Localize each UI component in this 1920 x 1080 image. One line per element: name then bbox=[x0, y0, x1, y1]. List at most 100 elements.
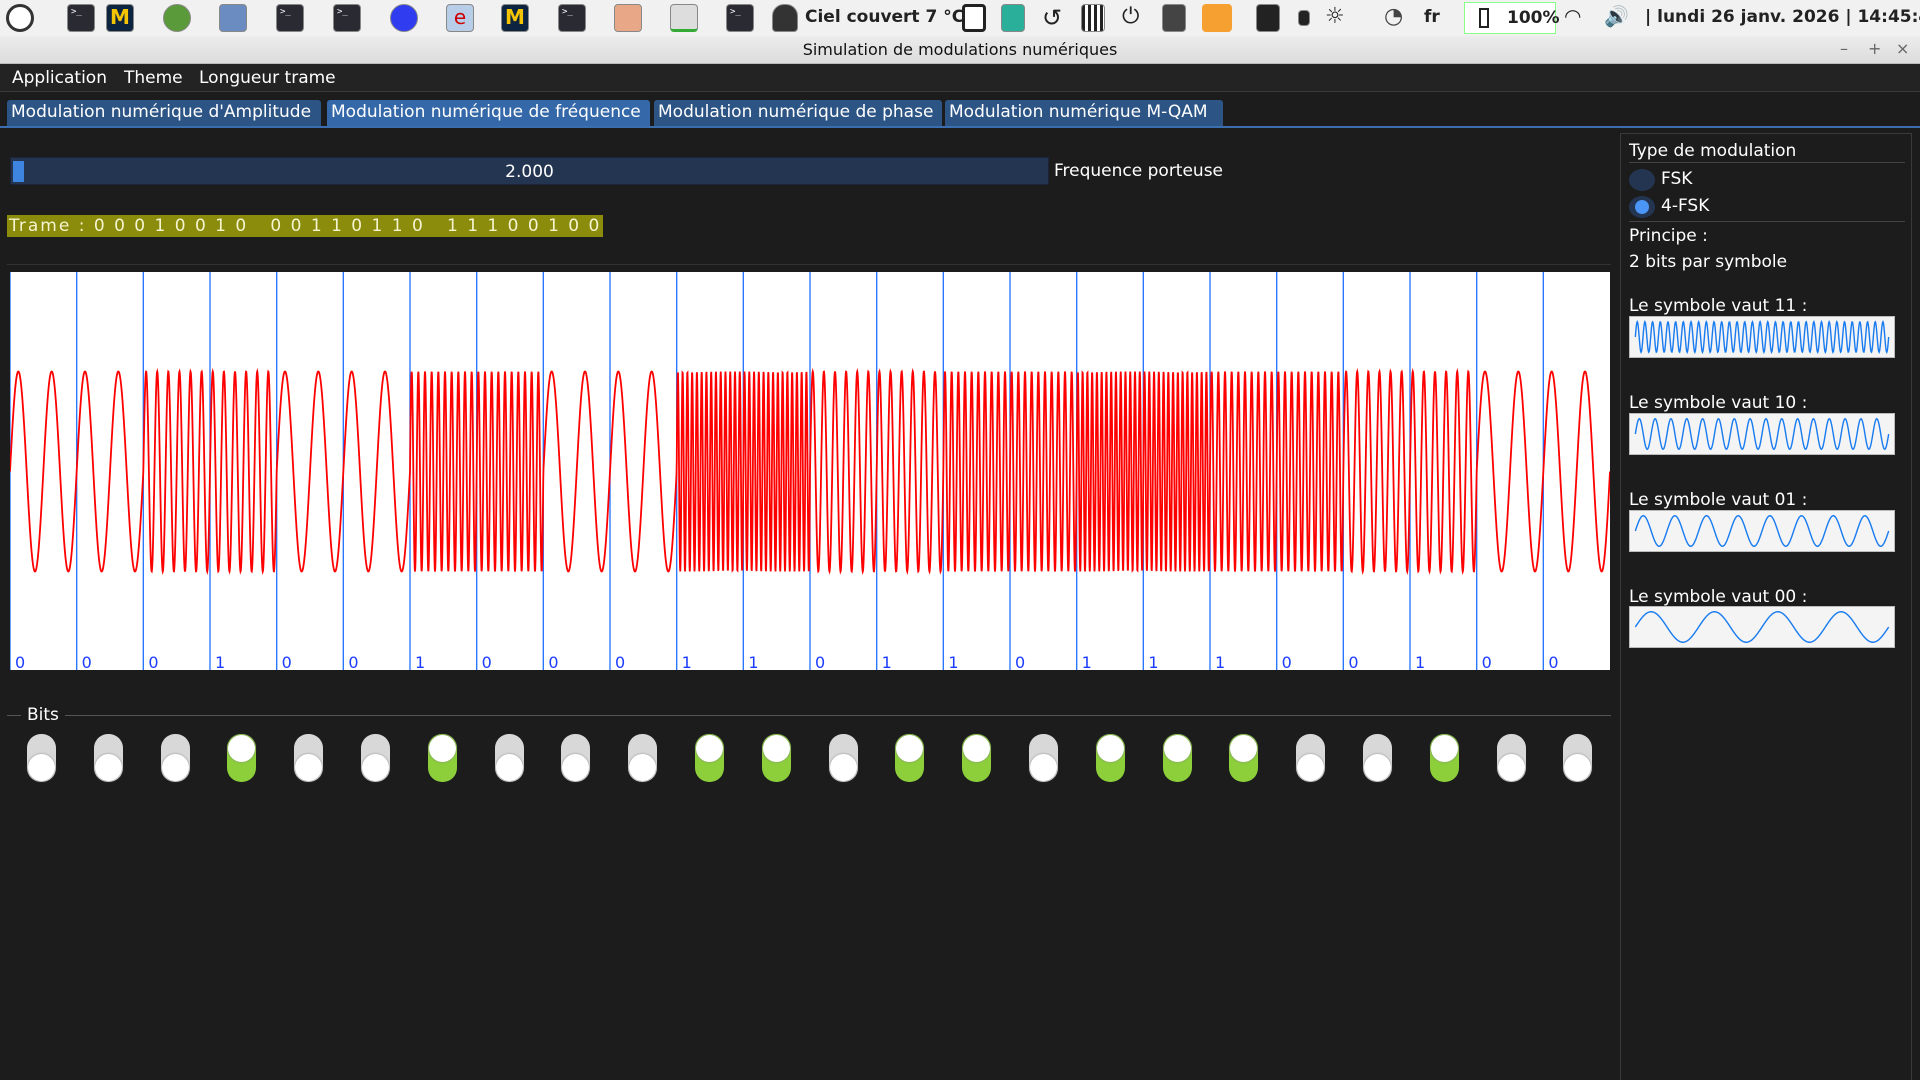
qr-code-icon[interactable] bbox=[1081, 4, 1105, 32]
toggle-knob bbox=[428, 735, 456, 762]
volume-icon[interactable]: 🔊 bbox=[1604, 4, 1629, 28]
eye-icon[interactable] bbox=[614, 4, 642, 32]
terminal-icon[interactable] bbox=[558, 4, 586, 32]
minimize-button[interactable]: – bbox=[1840, 39, 1848, 58]
tab-phase[interactable]: Modulation numérique de phase bbox=[654, 100, 942, 126]
terminal-icon[interactable] bbox=[67, 4, 95, 32]
bit-toggle-22[interactable] bbox=[1496, 734, 1526, 782]
refresh-icon[interactable]: ↺ bbox=[1042, 4, 1063, 32]
bit-toggle-0[interactable] bbox=[27, 734, 56, 782]
bit-toggle-18[interactable] bbox=[1229, 734, 1259, 782]
bit-toggle-17[interactable] bbox=[1162, 734, 1192, 782]
signal-icon[interactable] bbox=[390, 4, 418, 32]
bit-label: 0 bbox=[615, 653, 625, 670]
bit-toggle-7[interactable] bbox=[494, 734, 524, 782]
radio-fsk[interactable] bbox=[1629, 169, 1655, 191]
bit-label: 0 bbox=[1015, 653, 1025, 670]
terminal-icon[interactable] bbox=[333, 4, 361, 32]
battery-indicator[interactable]: 100% bbox=[1464, 2, 1560, 34]
cpu-monitor-icon[interactable] bbox=[1298, 10, 1310, 26]
bit-toggle-4[interactable] bbox=[294, 734, 324, 782]
speedometer-icon[interactable]: ◔ bbox=[1384, 4, 1404, 29]
bit-label: 1 bbox=[682, 653, 692, 670]
toggle-knob bbox=[629, 754, 657, 781]
monitor-icon[interactable] bbox=[962, 4, 986, 32]
moon-icon[interactable] bbox=[1162, 4, 1186, 32]
toggle-knob bbox=[762, 735, 790, 762]
menu-theme[interactable]: Theme bbox=[124, 68, 183, 88]
fsk-signal-chart: 0 0 0 1 0 0 1 0 0 0 1 1 0 1 1 0 1 1 1 0 0 1 0 0 bbox=[10, 272, 1610, 670]
radio-4fsk[interactable] bbox=[1629, 196, 1655, 218]
toggle-knob bbox=[1230, 735, 1258, 762]
pdf-reader-icon[interactable]: e bbox=[446, 4, 474, 32]
fish-icon[interactable] bbox=[1202, 4, 1232, 32]
slider-handle[interactable] bbox=[13, 161, 24, 182]
toggle-knob bbox=[829, 754, 857, 781]
toggle-knob bbox=[1096, 735, 1124, 762]
keyboard-layout[interactable]: fr bbox=[1424, 7, 1440, 27]
brightness-icon[interactable]: ☼ bbox=[1325, 4, 1345, 29]
m-app-icon[interactable]: M bbox=[106, 4, 134, 32]
symbol-10-label: Le symbole vaut 10 : bbox=[1629, 393, 1808, 413]
bit-label: 1 bbox=[948, 653, 958, 670]
symbol-waveform-line bbox=[1634, 319, 1890, 355]
bit-toggle-16[interactable] bbox=[1095, 734, 1125, 782]
bit-toggle-8[interactable] bbox=[561, 734, 591, 782]
bit-label: 1 bbox=[415, 653, 425, 670]
bits-group-title: Bits bbox=[21, 705, 65, 725]
toggle-knob bbox=[1564, 754, 1592, 781]
mint-menu-icon[interactable] bbox=[6, 4, 34, 32]
bit-toggle-1[interactable] bbox=[93, 734, 123, 782]
toggle-knob bbox=[1364, 754, 1391, 781]
carrier-frequency-slider[interactable]: 2.000 bbox=[10, 157, 1049, 185]
bit-label: 0 bbox=[1548, 653, 1558, 670]
datetime[interactable]: | lundi 26 janv. 2026 | 14:45:48 bbox=[1645, 7, 1920, 27]
bit-toggle-15[interactable] bbox=[1029, 734, 1058, 782]
bit-label: 0 bbox=[15, 653, 25, 670]
bit-toggle-20[interactable] bbox=[1363, 734, 1392, 782]
bit-toggle-10[interactable] bbox=[695, 734, 724, 782]
bit-toggle-23[interactable] bbox=[1563, 734, 1593, 782]
bit-toggle-19[interactable] bbox=[1296, 734, 1326, 782]
settings-icon[interactable] bbox=[670, 4, 698, 32]
menu-longueur-trame[interactable]: Longueur trame bbox=[199, 68, 336, 88]
keepass-icon[interactable] bbox=[163, 4, 191, 32]
toggle-knob bbox=[28, 754, 55, 781]
divider bbox=[7, 264, 1611, 265]
slider-value: 2.000 bbox=[505, 162, 554, 182]
tab-amplitude[interactable]: Modulation numérique d'Amplitude bbox=[7, 100, 321, 126]
menu-application[interactable]: Application bbox=[12, 68, 107, 88]
mail-icon[interactable] bbox=[219, 4, 247, 32]
book-icon[interactable] bbox=[1001, 4, 1025, 32]
symbol-11-waveform bbox=[1629, 316, 1895, 358]
divider bbox=[1629, 162, 1905, 163]
terminal-icon[interactable] bbox=[276, 4, 304, 32]
bit-toggle-14[interactable] bbox=[962, 734, 992, 782]
bit-toggle-2[interactable] bbox=[160, 734, 190, 782]
toggle-knob bbox=[295, 754, 323, 781]
bit-label: 0 bbox=[1482, 653, 1492, 670]
terminal-icon[interactable] bbox=[726, 4, 754, 32]
bit-toggle-12[interactable] bbox=[828, 734, 858, 782]
printer-icon[interactable] bbox=[1256, 4, 1280, 32]
bit-toggle-13[interactable] bbox=[895, 734, 925, 782]
power-icon[interactable]: ⏻ bbox=[1122, 4, 1140, 29]
wifi-icon[interactable]: ◠ bbox=[1564, 4, 1582, 28]
maximize-button[interactable]: + bbox=[1868, 39, 1882, 58]
close-button[interactable]: × bbox=[1896, 39, 1910, 58]
radio-4fsk-label[interactable]: 4-FSK bbox=[1661, 196, 1710, 216]
m-app-icon[interactable]: M bbox=[501, 4, 529, 32]
bit-label: 1 bbox=[215, 653, 225, 670]
tab-frequence[interactable]: Modulation numérique de fréquence bbox=[327, 100, 650, 126]
bit-label: 1 bbox=[1148, 653, 1158, 670]
weather-text[interactable]: Ciel couvert 7 °C bbox=[805, 7, 965, 27]
bit-toggle-3[interactable] bbox=[227, 734, 257, 782]
bit-toggle-21[interactable] bbox=[1429, 734, 1459, 782]
bit-toggle-6[interactable] bbox=[427, 734, 457, 782]
radio-fsk-label[interactable]: FSK bbox=[1661, 169, 1693, 189]
tab-mqam[interactable]: Modulation numérique M-QAM bbox=[945, 100, 1223, 126]
bit-toggle-11[interactable] bbox=[761, 734, 791, 782]
menu-bar: Application Theme Longueur trame bbox=[0, 64, 1920, 92]
bit-toggle-5[interactable] bbox=[361, 734, 390, 782]
bit-toggle-9[interactable] bbox=[628, 734, 658, 782]
